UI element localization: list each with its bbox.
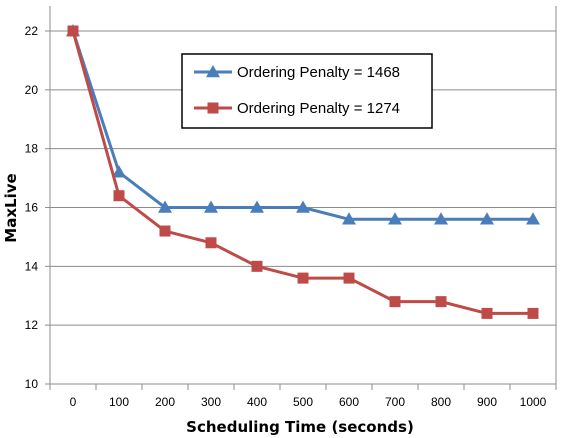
x-tick-label-500: 500 — [293, 395, 313, 409]
x-tick-label-0: 0 — [70, 395, 77, 409]
y-tick-label-14: 14 — [25, 259, 39, 273]
series-2-point-1000 — [527, 307, 539, 319]
x-axis-ticks: 0 100 200 300 400 500 600 700 800 900 1000 — [70, 395, 547, 409]
x-tick-label-200: 200 — [155, 395, 175, 409]
x-tick-label-400: 400 — [247, 395, 267, 409]
legend-marker-2 — [207, 102, 219, 114]
series-1-point-300 — [204, 200, 218, 213]
legend-entry-1: Ordering Penalty = 1468 — [194, 64, 400, 81]
series-1-point-800 — [434, 212, 448, 225]
y-axis-ticks: 10 12 14 16 18 20 22 — [25, 24, 39, 391]
series-2-point-500 — [297, 272, 309, 284]
series-1-point-700 — [388, 212, 402, 225]
series-1-point-900 — [480, 212, 494, 225]
y-tick-label-12: 12 — [25, 318, 39, 332]
y-tick-label-22: 22 — [25, 24, 39, 38]
legend-label-2: Ordering Penalty = 1274 — [237, 100, 400, 117]
series-group — [66, 24, 540, 319]
series-1-point-200 — [158, 200, 172, 213]
series-2 — [67, 25, 539, 319]
series-2-point-300 — [205, 237, 217, 249]
y-tick-label-16: 16 — [25, 201, 39, 215]
series-1-point-500 — [296, 200, 310, 213]
series-2-point-200 — [159, 225, 171, 237]
series-2-point-0 — [67, 25, 79, 37]
series-2-point-100 — [113, 190, 125, 202]
x-tick-label-700: 700 — [385, 395, 405, 409]
series-1-point-600 — [342, 212, 356, 225]
series-1-point-400 — [250, 200, 264, 213]
series-2-point-700 — [389, 296, 401, 308]
series-2-point-400 — [251, 260, 263, 272]
x-tick-label-600: 600 — [339, 395, 359, 409]
series-2-point-600 — [343, 272, 355, 284]
legend-entry-2: Ordering Penalty = 1274 — [194, 100, 400, 117]
legend-box — [181, 53, 433, 129]
y-tick-label-18: 18 — [25, 142, 39, 156]
y-axis-title: MaxLive — [2, 173, 20, 242]
series-1-point-100 — [112, 165, 126, 178]
series-2-point-800 — [435, 296, 447, 308]
x-tick-label-1000: 1000 — [520, 395, 547, 409]
y-tick-label-10: 10 — [25, 377, 39, 391]
legend-marker-1 — [206, 65, 220, 78]
legend: Ordering Penalty = 1468 Ordering Penalty … — [181, 53, 433, 129]
x-tick-label-800: 800 — [431, 395, 451, 409]
axes — [45, 6, 557, 390]
x-tick-label-100: 100 — [109, 395, 129, 409]
y-tick-label-20: 20 — [25, 83, 39, 97]
x-tick-label-900: 900 — [477, 395, 497, 409]
x-tick-label-300: 300 — [201, 395, 221, 409]
series-1-point-1000 — [526, 212, 540, 225]
legend-label-1: Ordering Penalty = 1468 — [237, 64, 400, 81]
series-2-point-900 — [481, 307, 493, 319]
x-axis-title: Scheduling Time (seconds) — [186, 418, 414, 436]
